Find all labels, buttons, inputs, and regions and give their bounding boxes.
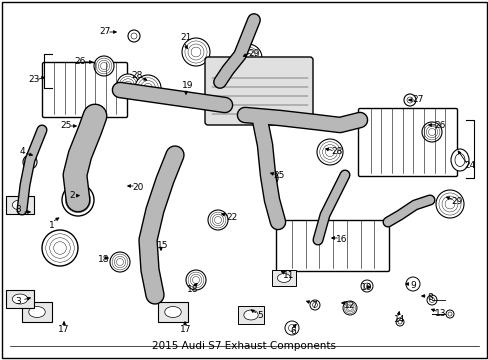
Text: 17: 17 [180,325,191,334]
Text: 2: 2 [69,192,75,201]
Text: 13: 13 [434,310,446,319]
Circle shape [110,252,130,272]
Text: 10: 10 [361,284,372,292]
Ellipse shape [12,200,28,210]
Circle shape [82,122,98,138]
Text: 29: 29 [450,198,462,207]
Text: 27: 27 [99,27,110,36]
Text: 16: 16 [336,235,347,244]
Bar [158,302,187,322]
Circle shape [117,74,139,96]
Text: 14: 14 [393,315,405,324]
Text: 17: 17 [58,325,70,334]
Circle shape [262,170,278,186]
Circle shape [288,324,295,332]
Circle shape [316,139,342,165]
Ellipse shape [277,274,290,282]
Circle shape [445,310,453,318]
Ellipse shape [454,153,464,166]
Text: 3: 3 [15,297,21,306]
Bar [238,306,264,324]
Circle shape [426,295,436,305]
Text: 9: 9 [409,282,415,291]
Circle shape [397,320,401,324]
Text: 7: 7 [310,301,316,310]
Circle shape [405,277,419,291]
Circle shape [42,230,78,266]
Text: 28: 28 [131,72,142,81]
Circle shape [360,280,372,292]
Text: 3: 3 [15,206,21,215]
Circle shape [26,158,34,166]
FancyBboxPatch shape [358,108,457,176]
Text: 29: 29 [248,49,259,58]
Circle shape [342,301,356,315]
Circle shape [23,155,37,169]
Circle shape [185,270,205,290]
Circle shape [447,312,451,316]
Bar [6,290,34,308]
Circle shape [234,44,262,72]
FancyBboxPatch shape [42,63,127,117]
Text: 25: 25 [273,171,284,180]
Circle shape [395,318,403,326]
Ellipse shape [164,306,181,318]
Text: 28: 28 [331,148,342,157]
Bar [6,196,34,214]
Circle shape [309,300,319,310]
Text: 18: 18 [187,285,198,294]
Text: 25: 25 [60,121,72,130]
Circle shape [182,38,209,66]
Text: 8: 8 [426,293,432,302]
Text: 15: 15 [157,242,168,251]
FancyBboxPatch shape [204,57,312,125]
Text: 27: 27 [411,95,423,104]
Circle shape [312,302,317,307]
Circle shape [62,184,94,216]
Text: 23: 23 [28,76,40,85]
Text: 1: 1 [49,221,55,230]
Circle shape [207,210,227,230]
Bar [271,270,295,286]
Text: 11: 11 [283,271,294,280]
Circle shape [363,283,369,289]
Text: 12: 12 [344,301,355,310]
Circle shape [403,94,415,106]
Circle shape [285,321,298,335]
Circle shape [428,297,434,302]
Circle shape [421,122,441,142]
Circle shape [128,30,140,42]
Text: 6: 6 [289,328,295,337]
Circle shape [435,190,463,218]
Circle shape [131,33,137,39]
Text: 18: 18 [98,256,109,265]
Text: 4: 4 [19,148,25,157]
Ellipse shape [29,306,45,318]
Text: 5: 5 [257,311,263,320]
Circle shape [94,56,114,76]
Circle shape [406,97,412,103]
Text: 22: 22 [226,213,237,222]
Text: 26: 26 [433,121,445,130]
Ellipse shape [244,310,258,320]
Text: 19: 19 [182,81,193,90]
Text: 20: 20 [132,184,143,193]
Text: 24: 24 [464,162,475,171]
Text: 26: 26 [74,58,85,67]
FancyBboxPatch shape [276,220,389,271]
Ellipse shape [12,294,28,304]
Ellipse shape [450,149,468,171]
Bar [22,302,52,322]
Circle shape [135,75,161,101]
Text: 21: 21 [180,33,191,42]
Text: 2015 Audi S7 Exhaust Components: 2015 Audi S7 Exhaust Components [152,341,336,351]
